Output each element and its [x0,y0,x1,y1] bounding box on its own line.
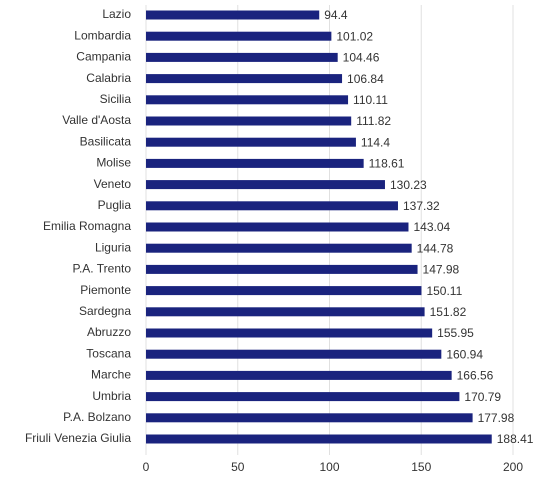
bar [146,137,356,147]
x-tick-label: 150 [411,460,431,474]
y-tick-label: Umbria [92,389,131,403]
y-tick-label: Lombardia [74,28,131,42]
bar [146,158,364,168]
data-label: 151.82 [430,305,467,319]
data-label: 94.4 [324,8,348,22]
data-label: 101.02 [336,29,373,43]
y-tick-label: Piemonte [80,283,131,297]
y-tick-label: Abruzzo [87,325,131,339]
bar [146,201,398,211]
data-label: 118.61 [369,157,405,171]
bar [146,243,412,253]
bar [146,349,442,359]
data-label: 104.46 [343,51,380,65]
bar [146,222,409,232]
x-tick-label: 50 [231,460,245,474]
data-label: 177.98 [478,411,515,425]
bar [146,264,418,274]
data-label: 137.32 [403,199,440,213]
data-label: 110.11 [353,93,388,107]
data-label: 160.94 [446,347,483,361]
bar [146,74,343,84]
bar [146,307,425,317]
data-label: 114.4 [361,135,390,149]
bar [146,116,352,126]
y-tick-label: Calabria [86,71,131,85]
x-tick-label: 0 [143,460,150,474]
y-tick-label: Campania [76,50,131,64]
y-tick-label: Marche [91,368,131,382]
y-tick-label: Toscana [86,346,131,360]
data-label: 111.82 [356,114,391,128]
bar [146,95,349,105]
y-tick-label: Basilicata [80,134,132,148]
data-label: 150.11 [426,284,462,298]
data-label: 147.98 [423,263,460,277]
data-label: 155.95 [437,326,474,340]
bar [146,286,422,296]
y-tick-label: Friuli Venezia Giulia [25,431,131,445]
bar [146,52,338,62]
bar [146,392,460,402]
data-label: 166.56 [457,369,494,383]
bar [146,31,332,41]
bar [146,434,492,444]
data-label: 106.84 [347,72,384,86]
data-label: 144.78 [417,241,454,255]
y-tick-label: Lazio [102,7,131,21]
data-label: 170.79 [464,390,501,404]
y-tick-label: Sardegna [79,304,131,318]
bar [146,180,385,190]
y-tick-label: Valle d'Aosta [62,113,131,127]
bar [146,10,320,20]
data-label: 130.23 [390,178,427,192]
y-tick-label: Sicilia [100,92,132,106]
y-tick-label: Emilia Romagna [43,219,131,233]
y-tick-label: Puglia [98,198,132,212]
x-tick-label: 100 [319,460,339,474]
y-tick-label: P.A. Bolzano [63,410,131,424]
x-tick-label: 200 [503,460,523,474]
y-tick-label: Molise [96,156,131,170]
bar [146,370,452,380]
y-tick-label: Veneto [94,177,132,191]
y-tick-label: P.A. Trento [73,262,132,276]
y-tick-label: Liguria [95,240,131,254]
data-label: 143.04 [413,220,450,234]
data-label: 188.41 [497,432,534,446]
bar [146,413,473,423]
bar [146,328,433,338]
